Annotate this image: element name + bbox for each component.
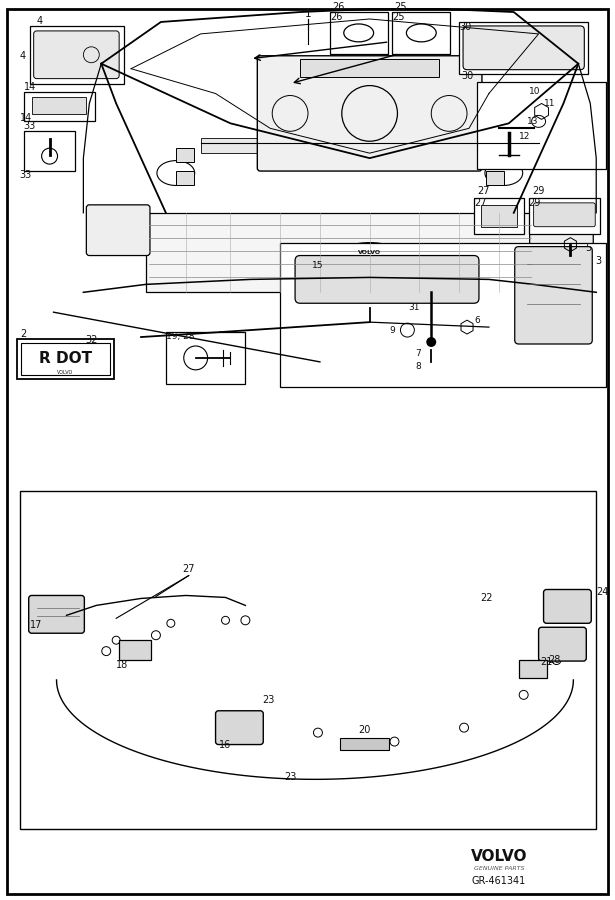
Bar [17,339,114,379]
Text: GENUINE PARTS: GENUINE PARTS [474,867,524,871]
Text: 3: 3 [595,256,601,266]
Text: 2: 2 [20,329,26,339]
Text: VOLVO: VOLVO [358,250,381,255]
Text: 29: 29 [533,186,545,196]
Text: 30: 30 [461,70,474,81]
Text: R DOT: R DOT [39,351,92,366]
Text: 4: 4 [37,16,43,26]
Text: VOLVO: VOLVO [57,370,74,375]
Bar [21,343,110,374]
Text: 33: 33 [24,122,36,131]
FancyBboxPatch shape [86,205,150,256]
FancyBboxPatch shape [295,256,479,303]
Text: 23: 23 [262,695,274,705]
Text: 19, 28: 19, 28 [166,332,194,341]
Bar [176,148,194,162]
Text: 26: 26 [332,2,344,12]
Text: 7: 7 [416,349,421,358]
FancyBboxPatch shape [34,31,119,78]
Bar [280,243,606,387]
FancyBboxPatch shape [29,596,84,634]
Bar [459,22,589,74]
Bar [330,12,387,54]
Text: 30: 30 [459,22,471,32]
Bar [345,291,394,308]
FancyBboxPatch shape [539,627,586,662]
Text: 24: 24 [596,588,609,598]
Text: 26: 26 [330,12,342,22]
Text: 8: 8 [416,363,421,372]
Text: 10: 10 [529,87,540,96]
FancyBboxPatch shape [544,590,591,624]
FancyBboxPatch shape [530,205,593,256]
FancyBboxPatch shape [216,711,263,744]
Bar [481,205,517,227]
Text: 17: 17 [30,620,42,630]
FancyBboxPatch shape [257,56,482,171]
Bar [300,58,439,76]
Bar [477,82,606,169]
Text: 31: 31 [408,302,419,311]
Text: 13: 13 [526,117,538,126]
Text: 27: 27 [477,186,490,196]
Text: 14: 14 [24,82,36,92]
Bar [20,491,596,829]
FancyBboxPatch shape [515,247,592,344]
Bar [486,171,504,185]
Text: 18: 18 [116,660,129,670]
Text: 14: 14 [20,113,32,123]
Text: 21: 21 [541,657,553,667]
Bar [30,26,124,84]
Text: 4: 4 [20,50,26,61]
Text: 1: 1 [304,9,311,19]
Text: 29: 29 [529,198,541,208]
Text: 5: 5 [585,243,592,253]
Text: 15: 15 [312,260,323,269]
Text: 25: 25 [392,12,405,22]
Bar [474,198,524,234]
Text: 22: 22 [481,593,493,603]
Bar [392,12,450,54]
Text: 32: 32 [85,335,98,345]
Text: 27: 27 [474,198,486,208]
Bar [486,148,504,162]
Text: 25: 25 [394,2,407,12]
FancyBboxPatch shape [463,26,584,69]
Bar [529,198,600,234]
Bar [166,332,245,383]
Text: 12: 12 [518,131,530,140]
Circle shape [426,337,436,347]
Text: 6: 6 [474,316,480,325]
Bar [518,660,547,678]
Text: GR-461341: GR-461341 [472,876,526,886]
Bar [146,212,534,292]
FancyBboxPatch shape [534,202,595,227]
Bar [340,738,389,750]
Text: VOLVO: VOLVO [470,850,527,864]
Text: 23: 23 [284,772,296,782]
Bar [32,96,86,114]
Text: 20: 20 [359,724,371,734]
Text: 27: 27 [183,563,195,573]
Bar [24,92,95,122]
Text: 28: 28 [549,655,561,665]
Text: 33: 33 [20,170,32,180]
Bar [200,139,539,153]
Text: 9: 9 [390,326,395,335]
Bar [119,640,151,660]
Bar [176,171,194,185]
Text: 11: 11 [544,99,555,108]
Text: 16: 16 [218,740,231,750]
Bar [24,131,76,171]
